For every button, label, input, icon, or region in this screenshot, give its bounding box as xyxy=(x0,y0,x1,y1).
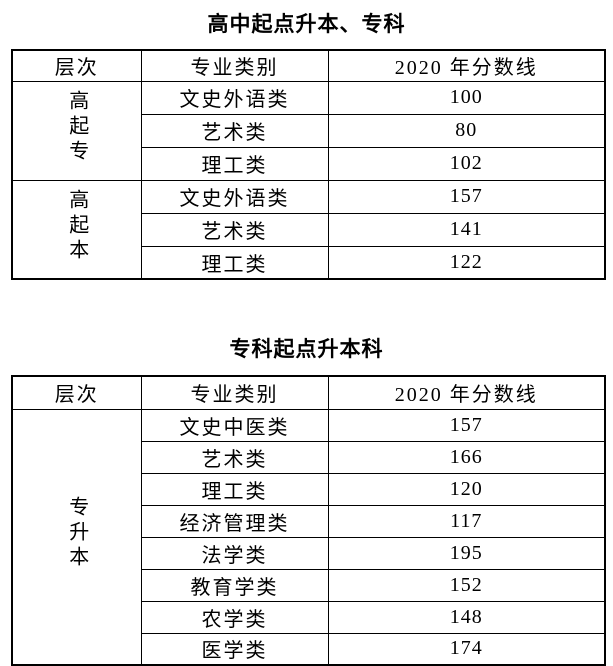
level-label: 高起本 xyxy=(65,188,88,264)
table-row: 艺术类 80 xyxy=(12,113,606,148)
level-label: 高起专 xyxy=(65,90,88,165)
score-cell: 80 xyxy=(327,113,606,148)
table2-title: 专科起点升本科 xyxy=(229,338,384,361)
score-cell: 117 xyxy=(327,504,606,538)
category-cell: 文史中医类 xyxy=(140,408,329,442)
score-cell: 174 xyxy=(327,632,606,666)
header-score: 2020 年分数线 xyxy=(327,375,606,410)
header-category: 专业类别 xyxy=(140,49,329,82)
table-row: 理工类 102 xyxy=(12,146,606,181)
score-cell: 122 xyxy=(327,245,606,280)
table2-header-row: 层次 专业类别 2020 年分数线 xyxy=(11,375,606,410)
level-cell-gaoqiben: 高起本 xyxy=(11,179,142,280)
header-level: 层次 xyxy=(11,49,142,82)
table-row: 艺术类 141 xyxy=(12,212,606,247)
table-row: 理工类 122 xyxy=(12,245,606,280)
category-cell: 农学类 xyxy=(140,600,329,634)
score-cell: 100 xyxy=(327,80,606,115)
table-row: 理工类 120 xyxy=(12,472,606,506)
score-cell: 152 xyxy=(327,568,606,602)
table-row: 高起本 文史外语类 157 xyxy=(11,179,606,280)
score-cell: 157 xyxy=(327,179,606,214)
table-high-school-start: 层次 专业类别 2020 年分数线 高起专 文史外语类 100 艺术类 80 理… xyxy=(11,49,606,280)
category-cell: 教育学类 xyxy=(140,568,329,602)
table-row: 农学类 148 xyxy=(12,600,606,634)
category-cell: 艺术类 xyxy=(140,113,329,148)
score-cell: 120 xyxy=(327,472,606,506)
header-category: 专业类别 xyxy=(140,375,329,410)
category-cell: 文史外语类 xyxy=(140,80,329,115)
table1-header-row: 层次 专业类别 2020 年分数线 xyxy=(11,49,606,82)
table-row: 法学类 195 xyxy=(12,536,606,570)
category-cell: 理工类 xyxy=(140,146,329,181)
level-cell-zhuanshengben: 专升本 xyxy=(11,408,142,666)
table-row: 经济管理类 117 xyxy=(12,504,606,538)
category-cell: 理工类 xyxy=(140,472,329,506)
score-cell: 195 xyxy=(327,536,606,570)
category-cell: 法学类 xyxy=(140,536,329,570)
score-cell: 157 xyxy=(327,408,606,442)
table-row: 教育学类 152 xyxy=(12,568,606,602)
category-cell: 医学类 xyxy=(140,632,329,666)
table-row: 专升本 文史中医类 157 xyxy=(11,408,606,666)
table-row: 高起专 文史外语类 100 xyxy=(11,80,606,181)
category-cell: 理工类 xyxy=(140,245,329,280)
table1-title: 高中起点升本、专科 xyxy=(207,13,406,36)
category-cell: 经济管理类 xyxy=(140,504,329,538)
level-cell-gaoqizhuan: 高起专 xyxy=(11,80,142,181)
category-cell: 文史外语类 xyxy=(140,179,329,214)
category-cell: 艺术类 xyxy=(140,212,329,247)
score-cell: 141 xyxy=(327,212,606,247)
category-cell: 艺术类 xyxy=(140,440,329,474)
level-label: 专升本 xyxy=(65,496,88,572)
score-cell: 166 xyxy=(327,440,606,474)
table-row: 艺术类 166 xyxy=(12,440,606,474)
table-college-start: 层次 专业类别 2020 年分数线 专升本 文史中医类 157 艺术类 166 … xyxy=(11,375,606,666)
header-score: 2020 年分数线 xyxy=(327,49,606,82)
header-level: 层次 xyxy=(11,375,142,410)
score-cell: 148 xyxy=(327,600,606,634)
score-cell: 102 xyxy=(327,146,606,181)
